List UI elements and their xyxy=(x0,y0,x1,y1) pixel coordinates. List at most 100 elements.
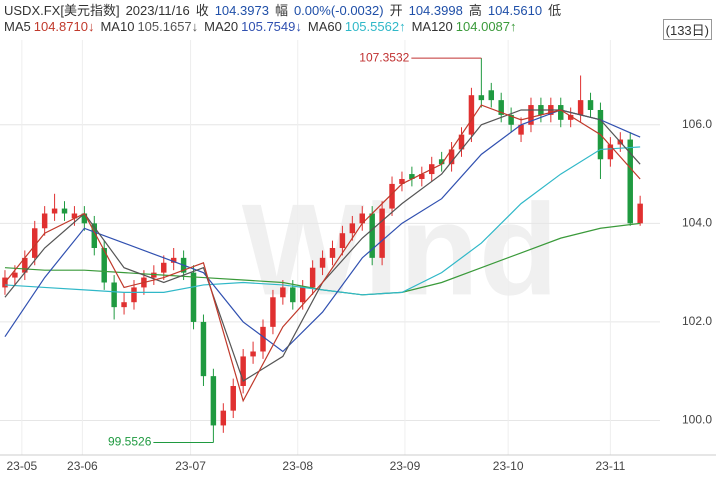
x-tick-label: 23-07 xyxy=(175,459,206,473)
candle-body xyxy=(389,183,395,209)
header-text: 104.0087↑ xyxy=(455,19,517,34)
header-text: 0.00%(-0.0032) xyxy=(293,3,384,18)
candle-body xyxy=(161,262,167,273)
candle-body xyxy=(309,267,316,288)
x-tick-label: 23-10 xyxy=(493,459,524,473)
candle-body xyxy=(71,213,78,219)
candle-body xyxy=(528,105,534,125)
low-annotation: 99.5526 xyxy=(108,435,152,449)
candle-body xyxy=(498,100,504,115)
candle-body xyxy=(627,139,633,224)
candle-body xyxy=(22,257,28,273)
candle-body xyxy=(250,351,256,357)
candle-body xyxy=(438,159,445,165)
quote-line: USDX.FX[美元指数] 2023/11/16 收 104.3973 幅 0.00%(-… xyxy=(4,0,567,19)
candle-body xyxy=(359,213,365,224)
candle-body xyxy=(508,114,514,125)
watermark: Wind xyxy=(242,176,559,322)
y-tick-label: 104.0 xyxy=(682,216,712,230)
ma-line xyxy=(4,104,641,403)
candle-body xyxy=(210,376,217,426)
candle-body xyxy=(270,297,276,327)
header-text: 2023/11/16 xyxy=(125,3,190,18)
candle-body xyxy=(170,257,177,263)
candle-body xyxy=(280,287,286,298)
header-text: MA10 xyxy=(100,19,135,34)
candle-body xyxy=(607,144,614,160)
candle-body xyxy=(379,208,385,258)
candle-body xyxy=(419,174,425,179)
candle-body xyxy=(220,410,227,426)
candle-body xyxy=(81,213,88,224)
header-text: MA120 xyxy=(411,19,453,34)
x-tick-label: 23-06 xyxy=(67,459,98,473)
candle-body xyxy=(51,208,58,214)
candle-body xyxy=(230,385,236,411)
candle-body xyxy=(131,287,137,303)
header-text: 104.3998 xyxy=(408,3,463,18)
header-text: 104.5610 xyxy=(487,3,543,18)
candle-body xyxy=(577,100,584,115)
y-tick-label: 100.0 xyxy=(682,413,712,427)
candle-body xyxy=(41,213,48,229)
candle-body xyxy=(151,272,157,278)
candle-body xyxy=(200,321,207,377)
header-text: 收 xyxy=(195,3,209,18)
candle-body xyxy=(448,149,455,165)
candle-body xyxy=(319,257,326,268)
x-tick-label: 23-11 xyxy=(595,459,625,473)
header-text: MA20 xyxy=(204,19,239,34)
header-text: 幅 xyxy=(274,3,288,18)
ma-line xyxy=(4,109,641,353)
candle-body xyxy=(339,233,346,248)
candle-body xyxy=(240,356,246,386)
x-tick-label: 23-09 xyxy=(390,459,421,473)
candle-body xyxy=(518,124,524,135)
header-text: 105.5562↑ xyxy=(344,19,406,34)
candle-body xyxy=(190,272,197,322)
header-text: 105.7549↓ xyxy=(241,19,302,34)
candle-body xyxy=(369,213,375,258)
candle-body xyxy=(488,90,495,101)
candle-body xyxy=(349,223,356,234)
high-annotation: 107.3532 xyxy=(359,50,409,64)
candle-body xyxy=(558,105,564,120)
header-text: 高 xyxy=(468,3,482,18)
header-text: 105.1657↓ xyxy=(137,19,199,34)
header-text: 104.8710↓ xyxy=(33,19,95,34)
candle-body xyxy=(111,282,117,308)
candle-body xyxy=(458,134,465,150)
candle-body xyxy=(260,326,266,352)
x-tick-label: 23-08 xyxy=(282,459,313,473)
candle-body xyxy=(32,228,38,258)
candle-body xyxy=(567,114,574,120)
candle-body xyxy=(587,100,594,110)
candle-body xyxy=(299,287,306,303)
period-button[interactable]: (133日) xyxy=(662,19,712,40)
candle-body xyxy=(409,174,415,179)
candle-body xyxy=(478,95,485,101)
candle-body xyxy=(12,272,18,278)
header-text: MA5 xyxy=(4,19,31,34)
candle-body xyxy=(101,247,107,283)
candle-body xyxy=(399,178,405,184)
candle-body xyxy=(91,223,98,248)
y-tick-label: 102.0 xyxy=(682,314,712,328)
candle-body xyxy=(637,203,643,224)
candle-body xyxy=(468,95,475,135)
header-text: USDX.FX[美元指数] xyxy=(4,3,120,18)
y-tick-label: 106.0 xyxy=(682,117,712,131)
candle-body xyxy=(329,247,336,258)
candle-body xyxy=(121,302,127,308)
x-tick-label: 23-05 xyxy=(6,459,37,473)
header-text: 低 xyxy=(548,3,562,18)
header-text: MA60 xyxy=(307,19,342,34)
header-text: 104.3973 xyxy=(214,3,269,18)
header-text: 开 xyxy=(389,3,403,18)
ma-line xyxy=(4,146,641,296)
candle-body xyxy=(290,287,296,303)
candle-body xyxy=(61,208,68,214)
ma-line: MA5 104.8710↓ MA10 105.1657↓ MA20 105.7549↓ MA… xyxy=(4,19,523,34)
